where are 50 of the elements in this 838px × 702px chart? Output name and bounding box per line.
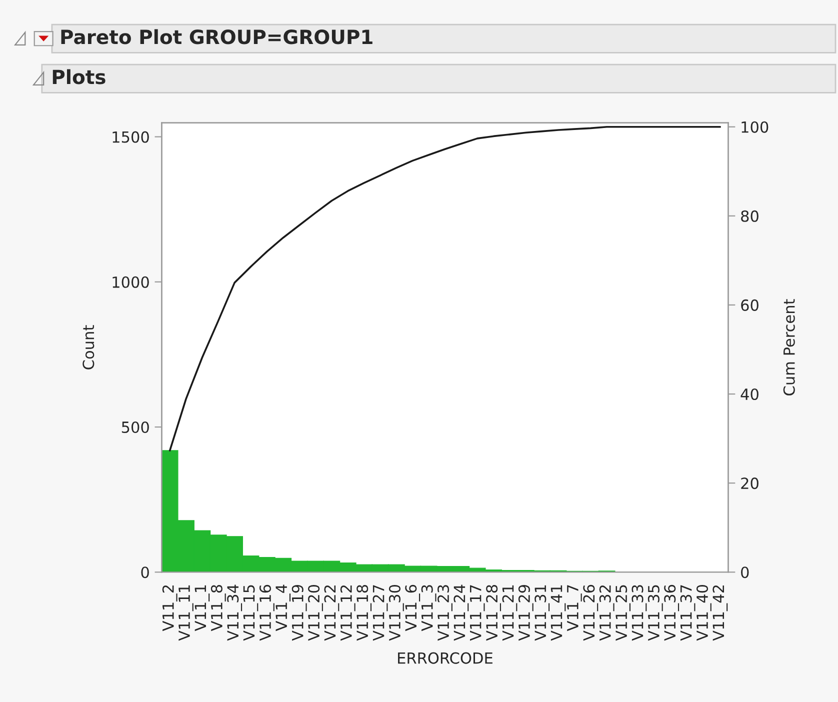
- x-tick-label: V11_19: [292, 585, 307, 641]
- x-tick-label: V11_32: [599, 585, 614, 641]
- x-tick-label: V11_33: [632, 585, 647, 641]
- x-tick-label: V11_27: [372, 585, 388, 641]
- x-tick-label: V11_34: [227, 584, 242, 641]
- y2-tick-label: 100: [742, 121, 768, 133]
- x-tick-label: V11_28: [486, 584, 502, 641]
- x-tick-label: V11_30: [388, 584, 404, 641]
- x-axis-title: ERRORCODE: [398, 652, 492, 664]
- x-tick-label: V11_2: [162, 585, 178, 632]
- x-tick-label: V11_31: [534, 585, 550, 641]
- x-tick-label: V11_4: [276, 584, 291, 632]
- x-tick-label: V11_41: [550, 585, 566, 641]
- x-tick-label: V11_29: [518, 585, 534, 641]
- y-tick-label: 0: [141, 566, 149, 578]
- x-tick-label: V11_37: [680, 585, 696, 641]
- x-tick-label: V11_12: [340, 585, 356, 641]
- x-tick-label: V11_23: [438, 585, 452, 641]
- y-tick-label: 1000: [112, 276, 149, 288]
- y2-tick-label: 40: [740, 388, 758, 400]
- chart-title: Pareto Plot GROUP=GROUP1: [61, 29, 372, 44]
- x-tick-label: V11_11: [178, 585, 194, 641]
- y2-tick-label: 80: [741, 210, 758, 222]
- chart-subtitle: Plots: [52, 69, 106, 84]
- y-tick-label: 1500: [112, 131, 149, 143]
- x-tick-label: V11_6: [405, 584, 420, 632]
- x-tick-label: V11_20: [308, 584, 323, 641]
- y2-tick-label: 20: [741, 478, 758, 490]
- y-tick-label: 500: [122, 421, 149, 434]
- x-tick-label: V11_1: [194, 585, 210, 632]
- x-tick-label: V11_22: [324, 585, 340, 641]
- x-tick-label: V11_24: [454, 584, 469, 641]
- x-tick-label: V11_16: [259, 584, 274, 641]
- x-tick-label: V11_35: [648, 585, 663, 641]
- y2-axis-title: Cum Percent: [783, 299, 795, 396]
- x-tick-label: V11_8: [210, 584, 226, 632]
- x-tick-label: V11_7: [567, 585, 582, 632]
- x-tick-label: V11_17: [470, 585, 485, 641]
- x-tick-label: V11_21: [502, 585, 518, 641]
- x-tick-label: V11_25: [616, 585, 630, 641]
- x-tick-label: V11_18: [356, 584, 372, 641]
- y2-tick-label: 60: [741, 299, 758, 311]
- x-tick-label: V11_26: [583, 584, 598, 641]
- x-tick-label: V11_40: [696, 584, 712, 641]
- x-tick-label: V11_3: [421, 585, 436, 632]
- x-tick-label: V11_36: [664, 584, 680, 641]
- y-axis-title: Count: [82, 325, 94, 370]
- y2-tick-label: 0: [741, 566, 749, 578]
- x-tick-label: V11_15: [243, 585, 258, 641]
- x-tick-label: V11_42: [712, 585, 728, 641]
